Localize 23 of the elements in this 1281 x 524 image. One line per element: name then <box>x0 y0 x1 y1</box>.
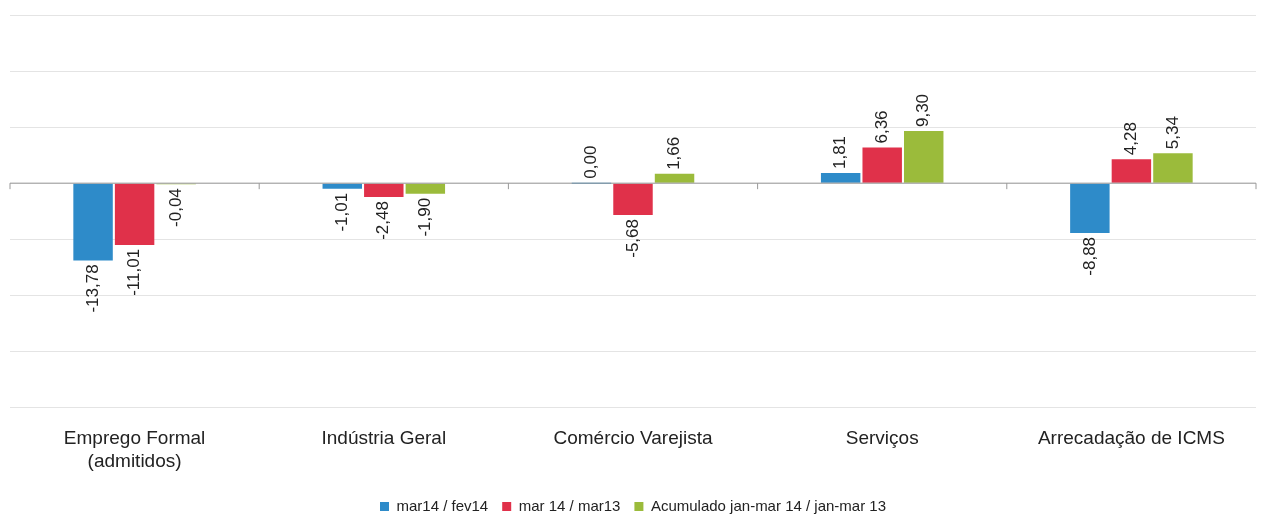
x-tick-label: Comércio Varejista <box>553 427 713 449</box>
data-label: 1,66 <box>664 136 684 170</box>
x-tick-label: Emprego Formal (admitidos) <box>63 427 206 471</box>
legend-label: Acumulado jan-mar 14 / jan-mar 13 <box>650 496 887 514</box>
data-label: -0,04 <box>165 188 185 227</box>
x-tick-label: Serviços <box>845 427 919 449</box>
data-label: -8,88 <box>1079 236 1099 276</box>
data-label: 4,28 <box>1121 122 1141 156</box>
data-label: 0,00 <box>581 145 601 179</box>
data-label: -13,78 <box>82 264 102 313</box>
data-label: -11,01 <box>124 248 144 296</box>
x-tick-label: Arrecadação de ICMS <box>1037 427 1225 449</box>
data-label: 6,36 <box>871 110 891 144</box>
data-label: -1,01 <box>331 192 351 232</box>
legend-label: mar14 / fev14 <box>396 496 489 514</box>
legend-label: mar 14 / mar13 <box>518 496 621 514</box>
data-label: -1,90 <box>415 197 435 237</box>
data-label: 1,81 <box>830 135 850 170</box>
x-tick-label: Indústria Geral <box>321 427 447 449</box>
data-label: 9,30 <box>913 93 933 128</box>
data-label: -2,48 <box>373 201 393 240</box>
data-label: 5,34 <box>1162 116 1182 150</box>
data-label: -5,68 <box>622 219 642 258</box>
